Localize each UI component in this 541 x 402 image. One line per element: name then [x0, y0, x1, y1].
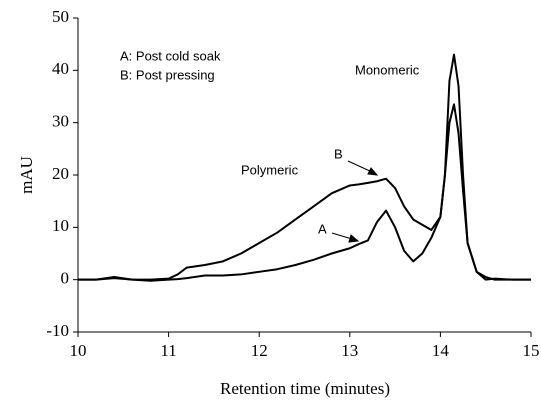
y-tick-label: 0 [61, 269, 70, 288]
series-line [78, 103, 531, 282]
y-tick-label: 40 [52, 59, 69, 78]
x-tick-label: 11 [160, 341, 176, 360]
y-tick-label: 10 [52, 216, 69, 235]
arrows [331, 160, 379, 243]
x-tick-label: 14 [432, 341, 450, 360]
y-tick-label: 30 [52, 112, 69, 131]
x-tick-label: 15 [523, 341, 540, 360]
series-label: B [334, 146, 343, 161]
arrow [331, 232, 353, 240]
x-tick-label: 13 [341, 341, 358, 360]
y-tick-label: -10 [46, 321, 69, 340]
annotation: Monomeric [355, 62, 420, 77]
x-axis-label: Retention time (minutes) [220, 379, 390, 398]
y-tick-label: 20 [52, 164, 69, 183]
series-line [78, 53, 531, 281]
legend-text: A: Post cold soak [120, 48, 221, 63]
arrow [347, 160, 373, 173]
legend-text: B: Post pressing [120, 67, 215, 82]
series-label: A [318, 221, 327, 236]
arrow-head [348, 234, 360, 243]
y-axis-label: mAU [17, 156, 36, 194]
arrow-head [367, 167, 379, 176]
x-tick-label: 10 [70, 341, 87, 360]
y-tick-label: 50 [52, 7, 69, 26]
x-tick-label: 12 [251, 341, 268, 360]
annotation: Polymeric [241, 162, 299, 177]
